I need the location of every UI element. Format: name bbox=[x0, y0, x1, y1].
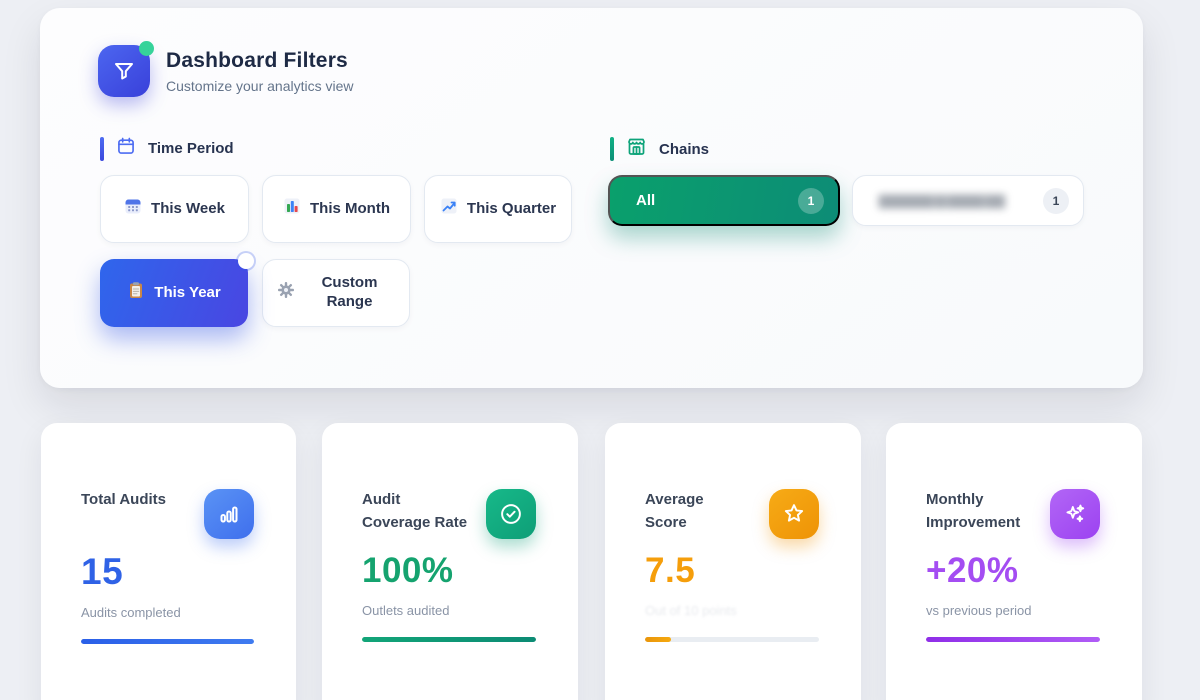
progress-bar bbox=[645, 637, 819, 643]
status-dot bbox=[139, 41, 154, 56]
stat-value: 100% bbox=[362, 551, 454, 590]
chain-chip-all[interactable]: All 1 bbox=[608, 175, 840, 226]
time-period-row-1: This Week This Month This bbox=[100, 175, 572, 243]
chain-chip-redacted[interactable]: ▇▇▇▇▇▇ ▇ ▇▇▇▇ ▇▇ 1 bbox=[852, 175, 1084, 226]
progress-fill bbox=[362, 637, 536, 643]
time-chip-this-quarter[interactable]: This Quarter bbox=[424, 175, 572, 243]
stat-card-average-score: Average Score 7.5 Out of 10 points bbox=[605, 423, 861, 700]
bar-chart-icon bbox=[204, 489, 254, 539]
progress-bar bbox=[362, 637, 536, 643]
clipboard-emoji-icon bbox=[127, 281, 145, 305]
accent-bar bbox=[610, 137, 614, 161]
chip-label: This Year bbox=[154, 283, 221, 301]
chain-label: All bbox=[636, 192, 656, 209]
stat-title: Monthly Improvement bbox=[926, 491, 1021, 531]
progress-bar bbox=[81, 639, 254, 645]
progress-fill bbox=[926, 637, 1100, 643]
time-chip-this-month[interactable]: This Month bbox=[262, 175, 411, 243]
chip-label: Custom Range bbox=[321, 274, 378, 310]
stat-value: +20% bbox=[926, 551, 1019, 590]
stat-title: Audit Coverage Rate bbox=[362, 491, 468, 531]
stat-card-audit-coverage: Audit Coverage Rate 100% Outlets audited bbox=[322, 423, 578, 700]
chart-up-emoji-icon bbox=[440, 197, 458, 221]
time-chip-custom-range[interactable]: Custom Range bbox=[262, 259, 410, 327]
storefront-icon bbox=[626, 136, 647, 162]
time-period-section-label: Time Period bbox=[100, 136, 234, 161]
chains-section-label: Chains bbox=[610, 136, 709, 162]
stat-card-total-audits: Total Audits 15 Audits completed bbox=[41, 423, 296, 700]
stat-title: Total Audits bbox=[81, 491, 166, 508]
chip-label: This Week bbox=[151, 199, 225, 217]
calendar-emoji-icon bbox=[124, 197, 142, 221]
star-icon bbox=[769, 489, 819, 539]
stat-caption-ghosted: Out of 10 points bbox=[645, 603, 737, 618]
page-title: Dashboard Filters bbox=[166, 48, 348, 72]
stat-title: Average Score bbox=[645, 491, 704, 531]
time-chip-this-year[interactable]: This Year bbox=[100, 253, 254, 327]
stat-value: 7.5 bbox=[645, 551, 696, 590]
count-badge: 1 bbox=[1043, 187, 1069, 214]
time-period-row-2: This Year Custom Range bbox=[100, 253, 410, 327]
check-circle-icon bbox=[486, 489, 536, 539]
stat-card-monthly-improvement: Monthly Improvement +20% vs previous per… bbox=[886, 423, 1142, 700]
time-period-label: Time Period bbox=[148, 140, 234, 157]
panel-header: Dashboard Filters Customize your analyti… bbox=[98, 41, 354, 97]
stat-value: 15 bbox=[81, 551, 124, 592]
stat-caption: Audits completed bbox=[81, 605, 181, 620]
selected-dot bbox=[238, 253, 254, 269]
stat-caption: Outlets audited bbox=[362, 603, 450, 618]
time-chip-this-week[interactable]: This Week bbox=[100, 175, 249, 243]
progress-bar bbox=[926, 637, 1100, 643]
dashboard-filters-panel: Dashboard Filters Customize your analyti… bbox=[40, 8, 1143, 388]
progress-fill bbox=[645, 637, 672, 643]
chains-row: All 1 ▇▇▇▇▇▇ ▇ ▇▇▇▇ ▇▇ 1 bbox=[608, 175, 1084, 226]
progress-fill bbox=[81, 639, 254, 645]
sparkles-icon bbox=[1050, 489, 1100, 539]
chip-label: This Quarter bbox=[466, 199, 557, 217]
gear-emoji-icon bbox=[277, 281, 295, 305]
chain-label-redacted: ▇▇▇▇▇▇ ▇ ▇▇▇▇ ▇▇ bbox=[879, 192, 1005, 208]
funnel-icon bbox=[98, 41, 154, 97]
accent-bar bbox=[100, 136, 104, 161]
count-badge: 1 bbox=[798, 187, 824, 214]
stat-caption: vs previous period bbox=[926, 603, 1032, 618]
chip-label: This Month bbox=[310, 199, 390, 217]
bar-chart-emoji-icon bbox=[283, 197, 301, 221]
chains-label: Chains bbox=[659, 140, 710, 158]
page-subtitle: Customize your analytics view bbox=[166, 77, 354, 94]
calendar-outline-icon bbox=[116, 136, 136, 161]
panel-titles: Dashboard Filters Customize your analyti… bbox=[166, 49, 354, 94]
